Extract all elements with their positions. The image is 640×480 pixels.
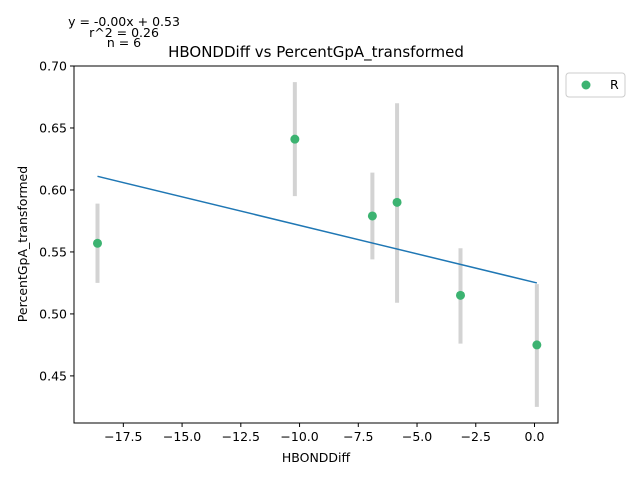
plot-area-frame: [73, 65, 559, 424]
x-tick-label: −17.5: [104, 429, 142, 444]
data-point-5: [532, 340, 542, 350]
y-tick-label: 0.70: [39, 59, 67, 74]
data-point-2: [367, 211, 377, 221]
fit-equation-annotation: y = -0.00x + 0.53: [68, 14, 180, 29]
x-tick-label: 0.0: [525, 429, 545, 444]
data-point-4: [455, 290, 465, 300]
x-tick-label: −7.5: [343, 429, 373, 444]
legend-label-r: R: [610, 77, 619, 92]
data-point-0: [92, 238, 102, 248]
y-tick-label: 0.60: [39, 182, 67, 197]
regression-line: [97, 175, 538, 284]
x-axis-ticks: −17.5 −15.0 −12.5 −10.0 −7.5 −5.0 −2.5 0.0: [104, 423, 544, 444]
data-point-3: [392, 197, 402, 207]
y-axis-ticks: 0.45 0.50 0.55 0.60 0.65 0.70: [39, 59, 74, 383]
chart-title: HBONDDiff vs PercentGpA_transformed: [168, 43, 464, 62]
r-squared-annotation: r^2 = 0.26: [89, 25, 159, 40]
x-tick-label: −15.0: [163, 429, 201, 444]
fit-line-group: [97, 175, 538, 284]
sample-count-annotation: n = 6: [107, 35, 141, 50]
y-tick-label: 0.65: [39, 120, 67, 135]
x-tick-label: −12.5: [222, 429, 260, 444]
data-point-1: [290, 134, 300, 144]
x-tick-label: −2.5: [461, 429, 491, 444]
x-axis-label: HBONDDiff: [282, 450, 351, 465]
y-tick-label: 0.50: [39, 306, 67, 321]
legend-marker: [581, 80, 591, 90]
y-tick-label: 0.55: [39, 244, 67, 259]
legend-box: [565, 72, 626, 98]
x-tick-label: −5.0: [402, 429, 432, 444]
data-points: [92, 134, 542, 350]
y-tick-label: 0.45: [39, 368, 67, 383]
x-tick-label: −10.0: [280, 429, 318, 444]
legend: R: [565, 72, 626, 98]
y-axis-label: PercentGpA_transformed: [15, 166, 30, 322]
